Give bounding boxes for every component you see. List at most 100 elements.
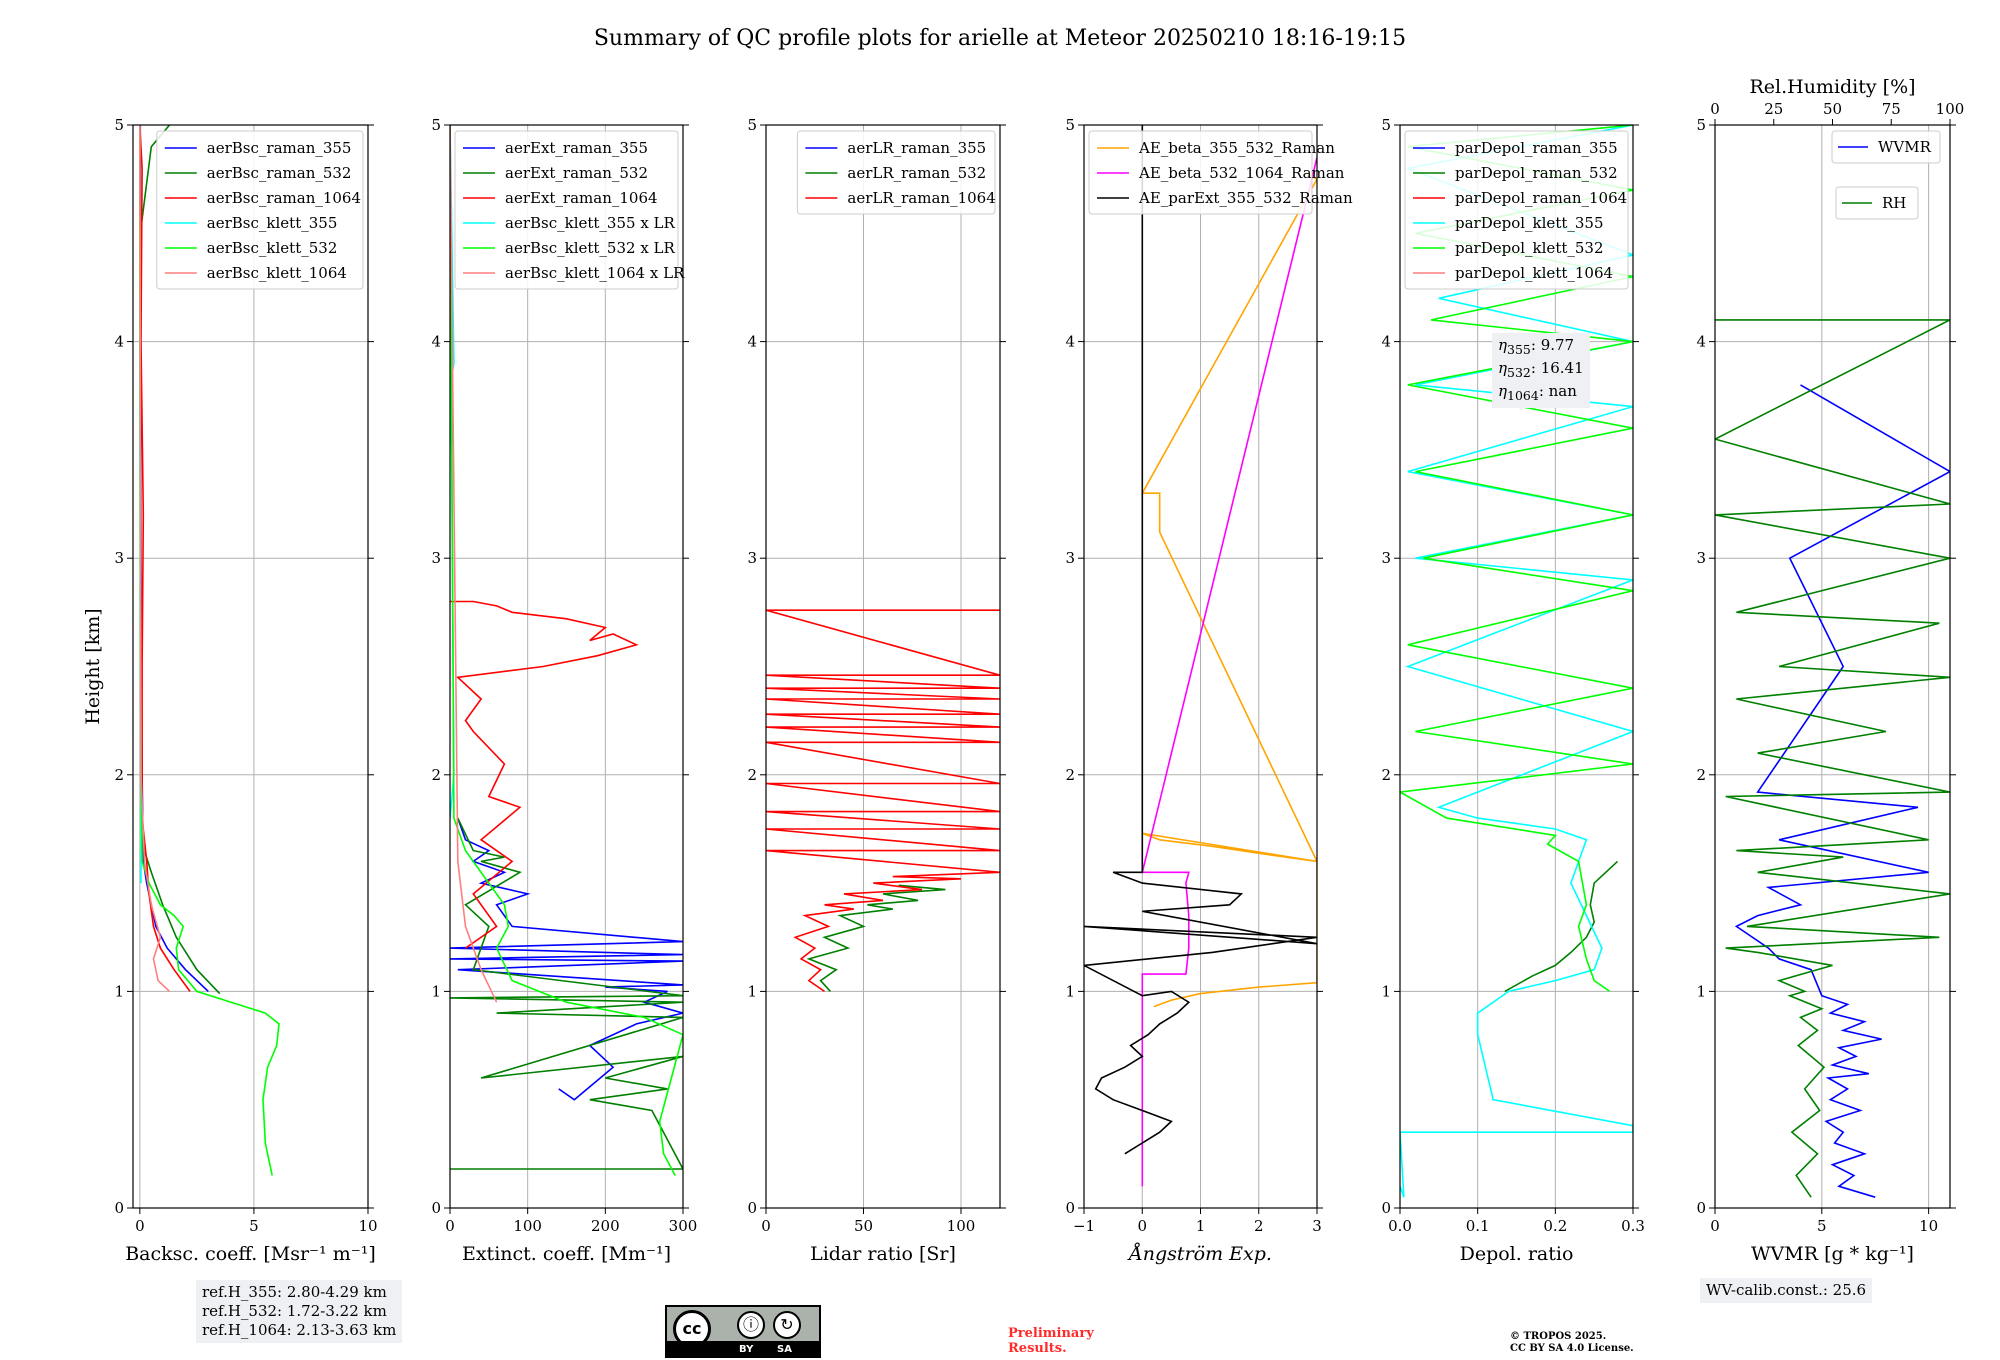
legend-depol: parDepol_raman_355 parDepol_raman_532 parD… (1404, 130, 1629, 290)
x-axis-label-bsc: Backsc. coeff. [Msr⁻¹ m⁻¹] (125, 1243, 376, 1265)
y-tick-label-ae: 0 (1065, 1199, 1075, 1217)
axes-frame-depol (1399, 124, 1634, 1209)
x-tick-label-depol: 0.1 (1466, 1217, 1490, 1235)
x-tick-label-lr: 0 (761, 1217, 771, 1235)
legend-label-aerBsc_klett_355 x LR: aerBsc_klett_355 x LR (505, 214, 676, 232)
x-tick-label-ae: 1 (1196, 1217, 1206, 1235)
x-tick-label-ae: −1 (1073, 1217, 1095, 1235)
y-tick-label-bsc: 2 (114, 766, 124, 784)
eta-1064: η1064: nan (1498, 382, 1577, 403)
panel-depol: 0.0 0.1 0.2 0.3 0 1 2 3 4 5 Depol. ratio parDepol_r… (1381, 116, 1644, 1265)
legend-label-aerBsc_klett_1064 x LR: aerBsc_klett_1064 x LR (505, 264, 685, 282)
x-axis-label-ext: Extinct. coeff. [Mm⁻¹] (462, 1243, 671, 1265)
y-tick-label-lr: 2 (747, 766, 757, 784)
x-tick-label-ae: 3 (1312, 1217, 1322, 1235)
series-group-ext (450, 125, 683, 1176)
legend-wv: WVMR RH (1831, 130, 1941, 220)
panel-ext: 0 100 200 300 0 1 2 3 4 5 Extinct. coeff. [Mm⁻¹] ae… (431, 116, 697, 1265)
y-tick-label-bsc: 5 (114, 116, 124, 134)
series-aerBsc_raman_1064 (139, 125, 191, 992)
cc-by-sa-logo: cc ⓘ ↻ BY SA (665, 1305, 821, 1358)
y-tick-label-bsc: 0 (114, 1199, 124, 1217)
share-alike-icon: ↻ (773, 1311, 801, 1339)
ref-h-1064: ref.H_1064: 2.13-3.63 km (202, 1321, 397, 1339)
eta-355-value: 9.77 (1540, 336, 1575, 354)
series-aerExt_raman_355 (450, 817, 683, 1101)
legend-label-aerExt_raman_355: aerExt_raman_355 (505, 139, 648, 157)
legend-ae: AE_beta_355_532_Raman AE_beta_532_1064_Ra… (1088, 130, 1353, 215)
y-tick-label-ae: 3 (1065, 549, 1075, 567)
x-tick-label-bsc: 10 (358, 1217, 377, 1235)
legend-label-aerBsc_klett_532: aerBsc_klett_532 (207, 239, 338, 257)
panel-lr: 0 50 100 0 1 2 3 4 5 Lidar ratio [Sr] aerLR_raman_… (747, 116, 1006, 1265)
eta-1064-value: nan (1548, 382, 1577, 400)
series-AE_beta_355_532_Raman (1140, 172, 1317, 1008)
axes-frame-lr (765, 124, 1001, 1209)
y-tick-label-ae: 4 (1065, 333, 1075, 351)
y-axis-label-bsc: Height [km] (82, 608, 104, 724)
y-tick-label-depol: 4 (1381, 333, 1391, 351)
legend-frame-ext (454, 130, 679, 290)
legend-frame-RH (1835, 186, 1919, 220)
preliminary-note: Preliminary Results. (1008, 1326, 1094, 1356)
cc-sa-label: SA (777, 1344, 792, 1355)
top-x-tick-label-wv: 50 (1823, 100, 1842, 118)
legend-label-aerExt_raman_532: aerExt_raman_532 (505, 164, 648, 182)
legend-label-aerBsc_klett_1064: aerBsc_klett_1064 (207, 264, 347, 282)
series-group-depol (1400, 125, 1633, 1198)
legend-label-aerBsc_klett_532 x LR: aerBsc_klett_532 x LR (505, 239, 676, 257)
x-tick-label-wv: 10 (1919, 1217, 1938, 1235)
x-tick-label-ext: 100 (513, 1217, 542, 1235)
y-tick-label-depol: 3 (1381, 549, 1391, 567)
y-tick-label-depol: 0 (1381, 1199, 1391, 1217)
series-aerLR_raman_532 (806, 884, 946, 992)
y-tick-label-lr: 3 (747, 549, 757, 567)
legend-label-aerBsc_raman_532: aerBsc_raman_532 (207, 164, 352, 182)
top-x-tick-label-wv: 0 (1710, 100, 1720, 118)
y-tick-label-wv: 1 (1696, 982, 1706, 1000)
x-tick-label-wv: 5 (1817, 1217, 1827, 1235)
series-group-lr (766, 609, 1000, 993)
y-tick-label-depol: 1 (1381, 982, 1391, 1000)
cc-by-label: BY (739, 1344, 754, 1355)
y-tick-label-lr: 0 (747, 1199, 757, 1217)
series-aerExt_raman_1064 (450, 600, 639, 949)
legend-label-parDepol_raman_532: parDepol_raman_532 (1455, 164, 1618, 182)
legend-label-aerBsc_klett_355: aerBsc_klett_355 (207, 214, 338, 232)
x-tick-label-depol: 0.0 (1388, 1217, 1412, 1235)
y-tick-label-ext: 0 (431, 1199, 441, 1217)
legend-label-RH: RH (1882, 194, 1906, 212)
series-aerBsc_klett_1064 (139, 125, 171, 992)
legend-label-WVMR: WVMR (1878, 138, 1932, 156)
legend-label-AE_beta_355_532_Raman: AE_beta_355_532_Raman (1138, 139, 1335, 157)
legend-label-aerBsc_raman_355: aerBsc_raman_355 (207, 139, 352, 157)
figure-title: Summary of QC profile plots for arielle … (594, 26, 1406, 51)
x-tick-label-ae: 0 (1137, 1217, 1147, 1235)
y-tick-label-wv: 4 (1696, 333, 1706, 351)
legend-label-parDepol_raman_355: parDepol_raman_355 (1455, 139, 1618, 157)
x-tick-label-bsc: 0 (135, 1217, 145, 1235)
axes-frame-ext (449, 124, 684, 1209)
axes-frame-wv (1714, 124, 1951, 1209)
x-tick-label-ae: 2 (1254, 1217, 1264, 1235)
y-tick-label-wv: 2 (1696, 766, 1706, 784)
legend-frame-ae (1088, 130, 1313, 215)
legend-label-aerLR_raman_532: aerLR_raman_532 (847, 164, 986, 182)
y-tick-label-ext: 1 (431, 982, 441, 1000)
series-aerLR_raman_1064 (766, 609, 1000, 993)
y-tick-label-ext: 2 (431, 766, 441, 784)
top-x-tick-label-wv: 100 (1936, 100, 1965, 118)
y-tick-label-lr: 4 (747, 333, 757, 351)
series-aerBsc_klett_1064 x LR (450, 125, 498, 1003)
top-x-tick-label-wv: 25 (1764, 100, 1783, 118)
x-tick-label-lr: 100 (947, 1217, 976, 1235)
x-tick-label-ext: 0 (445, 1217, 455, 1235)
legend-label-aerLR_raman_1064: aerLR_raman_1064 (847, 189, 995, 207)
cc-band (667, 1341, 819, 1356)
series-group-ae (1084, 125, 1317, 1187)
legend-frame-bsc (156, 130, 364, 290)
series-AE_parExt_355_532_Raman (1084, 125, 1317, 1155)
